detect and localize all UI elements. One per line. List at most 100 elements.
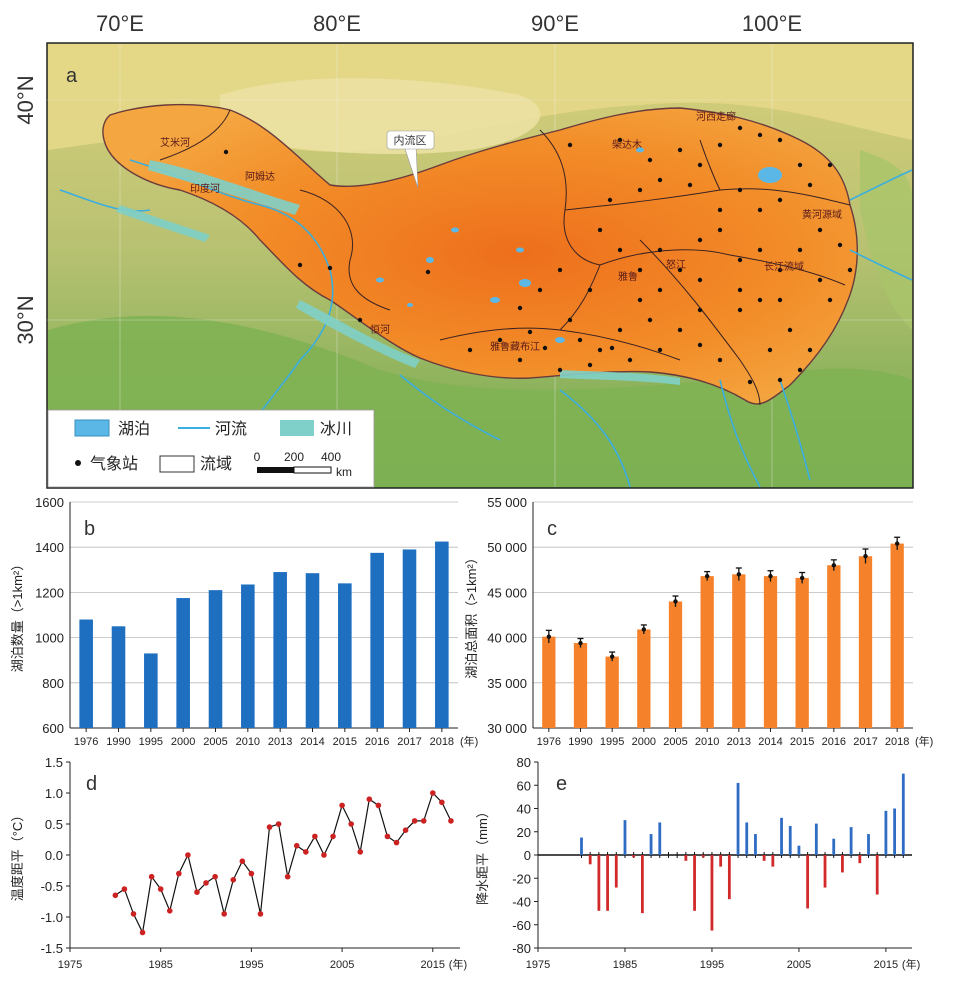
precip-bar <box>814 823 818 855</box>
bar <box>795 577 809 728</box>
x-tick-label: 2015 <box>333 736 357 748</box>
y-tick-label: 20 <box>517 825 531 840</box>
temperature-point <box>166 908 173 914</box>
lat-label-40: 40°N <box>13 75 38 124</box>
y-tick-label: -60 <box>512 918 531 933</box>
panel-label-a: a <box>66 65 78 87</box>
station-dot <box>357 317 363 323</box>
station-dot <box>777 267 783 273</box>
temperature-point <box>284 873 291 880</box>
y-tick-label: 0.5 <box>45 817 63 832</box>
bar <box>144 653 158 728</box>
temperature-point <box>411 818 418 824</box>
station-dot <box>827 162 833 168</box>
legend-glacier-swatch <box>280 420 314 436</box>
legend-station-swatch <box>75 460 81 466</box>
station-dot <box>527 329 533 335</box>
y-tick-label: 40 000 <box>487 631 527 646</box>
y-tick-label: 35 000 <box>487 676 527 691</box>
bar-mean-dot <box>736 572 742 577</box>
precip-bar <box>745 822 749 855</box>
legend-station-label: 气象站 <box>90 455 138 473</box>
x-tick-label: 2010 <box>236 736 260 748</box>
station-dot <box>617 137 623 143</box>
station-dot <box>817 277 823 283</box>
station-dot <box>717 227 723 233</box>
station-dot <box>657 347 663 353</box>
precip-bar <box>754 834 757 855</box>
station-dot <box>737 187 743 193</box>
station-dot <box>567 142 573 148</box>
station-dot <box>637 187 643 193</box>
x-tick-label: 2005 <box>663 736 687 748</box>
precip-bar <box>632 855 636 858</box>
y-tick-label: 1600 <box>35 495 64 510</box>
basin-label-6: 长江流域 <box>764 260 804 273</box>
callout-inland-basin: 内流区 <box>386 130 435 189</box>
station-dot <box>647 317 653 323</box>
station-dot <box>637 297 643 303</box>
station-dot <box>807 347 813 353</box>
station-dot <box>697 162 703 168</box>
basin-label-9: 雅鲁藏布江 <box>490 340 540 353</box>
bar-mean-dot <box>831 563 837 568</box>
station-dot <box>777 137 783 143</box>
temperature-anomaly-chart: -1.5 -1.0 -0.5 0.0 0.5 1.0 1.5 1975 1985 1995 2005… <box>10 755 467 971</box>
lake-count-chart: 600 800 1000 1200 1400 1600 1976 1990 1995 2000 20… <box>10 495 478 748</box>
y-tick-label: -1.5 <box>41 941 63 956</box>
station-dot <box>697 277 703 283</box>
x-tick-label: 1990 <box>106 736 130 748</box>
legend-glacier-label: 冰川 <box>320 420 352 438</box>
x-tick-label: 2010 <box>695 736 719 748</box>
precip-bar <box>614 855 618 888</box>
bar-mean-dot <box>673 599 678 604</box>
x-tick-label: 2005 <box>330 959 354 971</box>
y-tick-label: -80 <box>512 941 531 956</box>
x-tick-label: 1990 <box>568 736 592 748</box>
station-dot <box>609 345 615 351</box>
temperature-point <box>448 818 454 824</box>
temperature-point <box>348 821 354 827</box>
x-tick-label: 2014 <box>300 736 324 748</box>
x-tick-label: 2015 <box>790 736 814 748</box>
x-tick-label: 2015 <box>421 959 445 971</box>
station-dot <box>797 367 803 373</box>
bar <box>338 583 352 728</box>
x-tick-label: 1995 <box>239 959 263 971</box>
lon-label-100: 100°E <box>742 11 802 36</box>
x-unit-label: (年) <box>449 957 467 971</box>
station-dot <box>467 347 473 353</box>
bar <box>111 626 126 728</box>
station-dot <box>737 287 743 293</box>
y-tick-label: 1000 <box>35 631 64 646</box>
x-tick-label: 1995 <box>139 736 163 748</box>
y-axis-label: 温度距平（°C） <box>10 809 25 902</box>
station-dot <box>657 247 663 253</box>
bar <box>542 636 556 728</box>
y-tick-label: 1200 <box>35 585 64 600</box>
temperature-point <box>203 880 209 886</box>
station-dot <box>817 227 823 233</box>
bar-mean-dot <box>546 634 552 639</box>
station-dot <box>677 147 683 153</box>
y-tick-label: 1400 <box>35 540 64 555</box>
plateau-region <box>102 103 858 405</box>
station-dot <box>847 267 853 273</box>
precip-bar <box>788 825 792 855</box>
temperature-point <box>121 886 128 892</box>
station-dot <box>677 267 683 273</box>
y-tick-label: 1.5 <box>45 755 63 770</box>
temperature-point <box>239 858 246 864</box>
precip-bar <box>806 855 810 909</box>
x-tick-label: 2013 <box>268 736 292 748</box>
x-tick-label: 2000 <box>632 736 656 748</box>
station-dot <box>647 157 653 163</box>
x-tick-label: 1995 <box>600 736 624 748</box>
temperature-point <box>212 873 218 880</box>
station-dot <box>657 177 663 183</box>
precip-bar <box>832 838 836 855</box>
east-lowland <box>860 150 912 330</box>
temperature-point <box>429 790 436 796</box>
scale-bar-black <box>257 467 294 473</box>
